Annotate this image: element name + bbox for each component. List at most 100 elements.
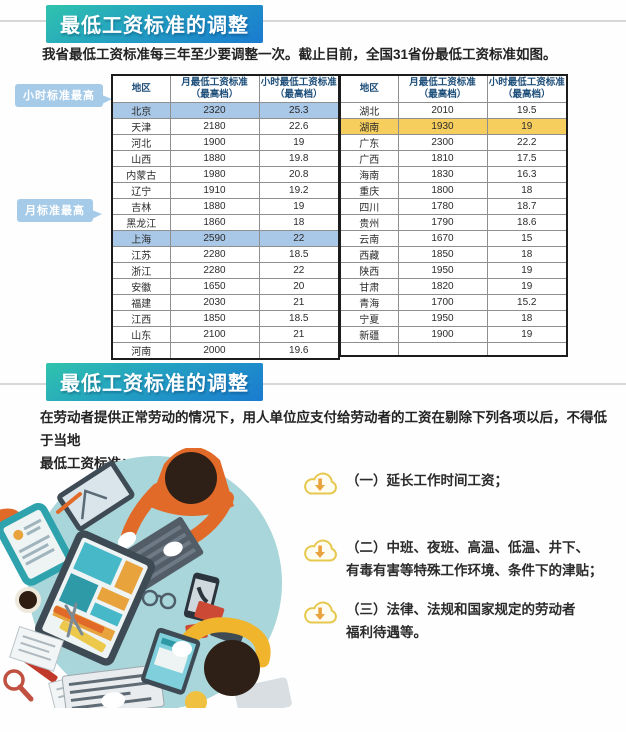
hourly-wage-cell: 18 <box>486 309 568 327</box>
region-cell: 江西 <box>111 309 171 327</box>
region-cell: 广西 <box>339 149 399 167</box>
wage-table-row: 海南 1830 16.3 <box>339 165 568 183</box>
monthly-wage-cell: 2000 <box>169 341 260 359</box>
monthly-wage-cell: 2030 <box>169 293 260 311</box>
monthly-wage-cell <box>397 341 488 357</box>
wage-table-row: 宁夏 1950 18 <box>339 309 568 327</box>
wage-table-row: 安徽 1650 20 <box>111 277 340 295</box>
monthly-wage-cell: 2320 <box>169 101 260 119</box>
wage-table-row: 黑龙江 1860 18 <box>111 213 340 231</box>
wage-table-row: 四川 1780 18.7 <box>339 197 568 215</box>
wage-table-header-row: 地区 月最低工资标准 （最高档） 小时最低工资标准 （最高档） <box>111 74 340 103</box>
monthly-wage-cell: 1930 <box>397 117 488 135</box>
monthly-wage-cell: 1950 <box>397 309 488 327</box>
monthly-wage-cell: 1850 <box>169 309 260 327</box>
monthly-wage-cell: 2280 <box>169 261 260 279</box>
monthly-wage-cell: 1980 <box>169 165 260 183</box>
region-cell: 吉林 <box>111 197 171 215</box>
region-cell: 四川 <box>339 197 399 215</box>
wage-table-row: 西藏 1850 18 <box>339 245 568 263</box>
region-cell: 贵州 <box>339 213 399 231</box>
section1-intro: 我省最低工资标准每三年至少要调整一次。截止目前，全国31省份最低工资标准如图。 <box>42 47 557 62</box>
wage-table-row: 河北 1900 19 <box>111 133 340 151</box>
hourly-wage-cell: 18 <box>486 245 568 263</box>
wage-table-row: 陕西 1950 19 <box>339 261 568 279</box>
monthly-wage-cell: 1820 <box>397 277 488 295</box>
region-cell: 河南 <box>111 341 171 359</box>
monthly-wage-cell: 1780 <box>397 197 488 215</box>
region-cell: 青海 <box>339 293 399 311</box>
monthly-wage-cell: 2590 <box>169 229 260 247</box>
monthly-wage-cell: 2280 <box>169 245 260 263</box>
wage-table-row: 广西 1810 17.5 <box>339 149 568 167</box>
wage-table-row: 青海 1700 15.2 <box>339 293 568 311</box>
wage-table-header-row: 地区 月最低工资标准 （最高档） 小时最低工资标准 （最高档） <box>339 74 568 103</box>
wage-table-row: 山西 1880 19.8 <box>111 149 340 167</box>
hourly-wage-cell: 22 <box>258 261 340 279</box>
wage-table-row: 福建 2030 21 <box>111 293 340 311</box>
monthly-wage-cell: 2300 <box>397 133 488 151</box>
wage-table-row: 天津 2180 22.6 <box>111 117 340 135</box>
section1-badge: 最低工资标准的调整 <box>46 5 263 43</box>
region-cell: 湖南 <box>339 117 399 135</box>
region-cell: 西藏 <box>339 245 399 263</box>
hourly-wage-cell: 20.8 <box>258 165 340 183</box>
wage-table-row: 上海 2590 22 <box>111 229 340 247</box>
monthly-wage-cell: 2180 <box>169 117 260 135</box>
bullet-text: （一）延长工作时间工资； <box>346 473 508 488</box>
hourly-wage-cell: 18 <box>486 181 568 199</box>
hourly-wage-cell: 18 <box>258 213 340 231</box>
region-cell: 陕西 <box>339 261 399 279</box>
hourly-wage-cell: 18.5 <box>258 245 340 263</box>
hourly-wage-cell: 18.6 <box>486 213 568 231</box>
wage-table-row: 湖北 2010 19.5 <box>339 101 568 119</box>
wage-table-left: 地区 月最低工资标准 （最高档） 小时最低工资标准 （最高档） 北京 2320 25… <box>111 74 340 360</box>
region-cell: 新疆 <box>339 325 399 343</box>
wage-table-row: 湖南 1930 19 <box>339 117 568 135</box>
teamwork-illustration <box>0 448 292 708</box>
hourly-wage-cell: 21 <box>258 325 340 343</box>
hourly-wage-cell: 22 <box>258 229 340 247</box>
hourly-wage-cell: 15 <box>486 229 568 247</box>
wage-table-row: 吉林 1880 19 <box>111 197 340 215</box>
wage-table-row: 北京 2320 25.3 <box>111 101 340 119</box>
hourly-wage-cell: 19 <box>258 133 340 151</box>
hourly-wage-cell: 25.3 <box>258 101 340 119</box>
hourly-wage-cell: 19.6 <box>258 341 340 359</box>
monthly-wage-cell: 2100 <box>169 325 260 343</box>
bullet-text: （二）中班、夜班、高温、低温、井下、 有毒有害等特殊工作环境、条件下的津贴； <box>346 540 603 578</box>
cloud-download-icon <box>304 539 337 562</box>
hourly-wage-cell: 18.7 <box>486 197 568 215</box>
wage-table-row: 浙江 2280 22 <box>111 261 340 279</box>
monthly-wage-cell: 1860 <box>169 213 260 231</box>
section2-badge: 最低工资标准的调整 <box>46 363 263 401</box>
monthly-wage-cell: 1650 <box>169 277 260 295</box>
cloud-download-icon <box>304 472 337 495</box>
region-cell: 安徽 <box>111 277 171 295</box>
region-cell: 湖北 <box>339 101 399 119</box>
section1-divider <box>0 20 626 22</box>
monthly-wage-cell: 1880 <box>169 197 260 215</box>
bullet-item: （一）延长工作时间工资； <box>300 470 622 500</box>
wage-table-row: 内蒙古 1980 20.8 <box>111 165 340 183</box>
region-cell: 海南 <box>339 165 399 183</box>
bullet-list: （一）延长工作时间工资； （二）中班、夜班、高温、低温、井下、 有毒有害等特殊工… <box>300 470 622 645</box>
hourly-header: 小时最低工资标准 （最高档） <box>486 74 568 103</box>
region-cell: 山东 <box>111 325 171 343</box>
region-cell <box>339 341 399 357</box>
region-cell: 宁夏 <box>339 309 399 327</box>
region-cell: 甘肃 <box>339 277 399 295</box>
wage-table-row: 广东 2300 22.2 <box>339 133 568 151</box>
region-cell: 山西 <box>111 149 171 167</box>
wage-table-row: 河南 2000 19.6 <box>111 341 340 359</box>
region-cell: 广东 <box>339 133 399 151</box>
region-cell: 黑龙江 <box>111 213 171 231</box>
monthly-wage-cell: 1880 <box>169 149 260 167</box>
region-cell: 云南 <box>339 229 399 247</box>
wage-table-right: 地区 月最低工资标准 （最高档） 小时最低工资标准 （最高档） 湖北 2010 19… <box>339 74 568 357</box>
monthly-wage-cell: 1850 <box>397 245 488 263</box>
wage-table-row: 甘肃 1820 19 <box>339 277 568 295</box>
monthly-wage-cell: 1800 <box>397 181 488 199</box>
hourly-wage-cell: 22.6 <box>258 117 340 135</box>
